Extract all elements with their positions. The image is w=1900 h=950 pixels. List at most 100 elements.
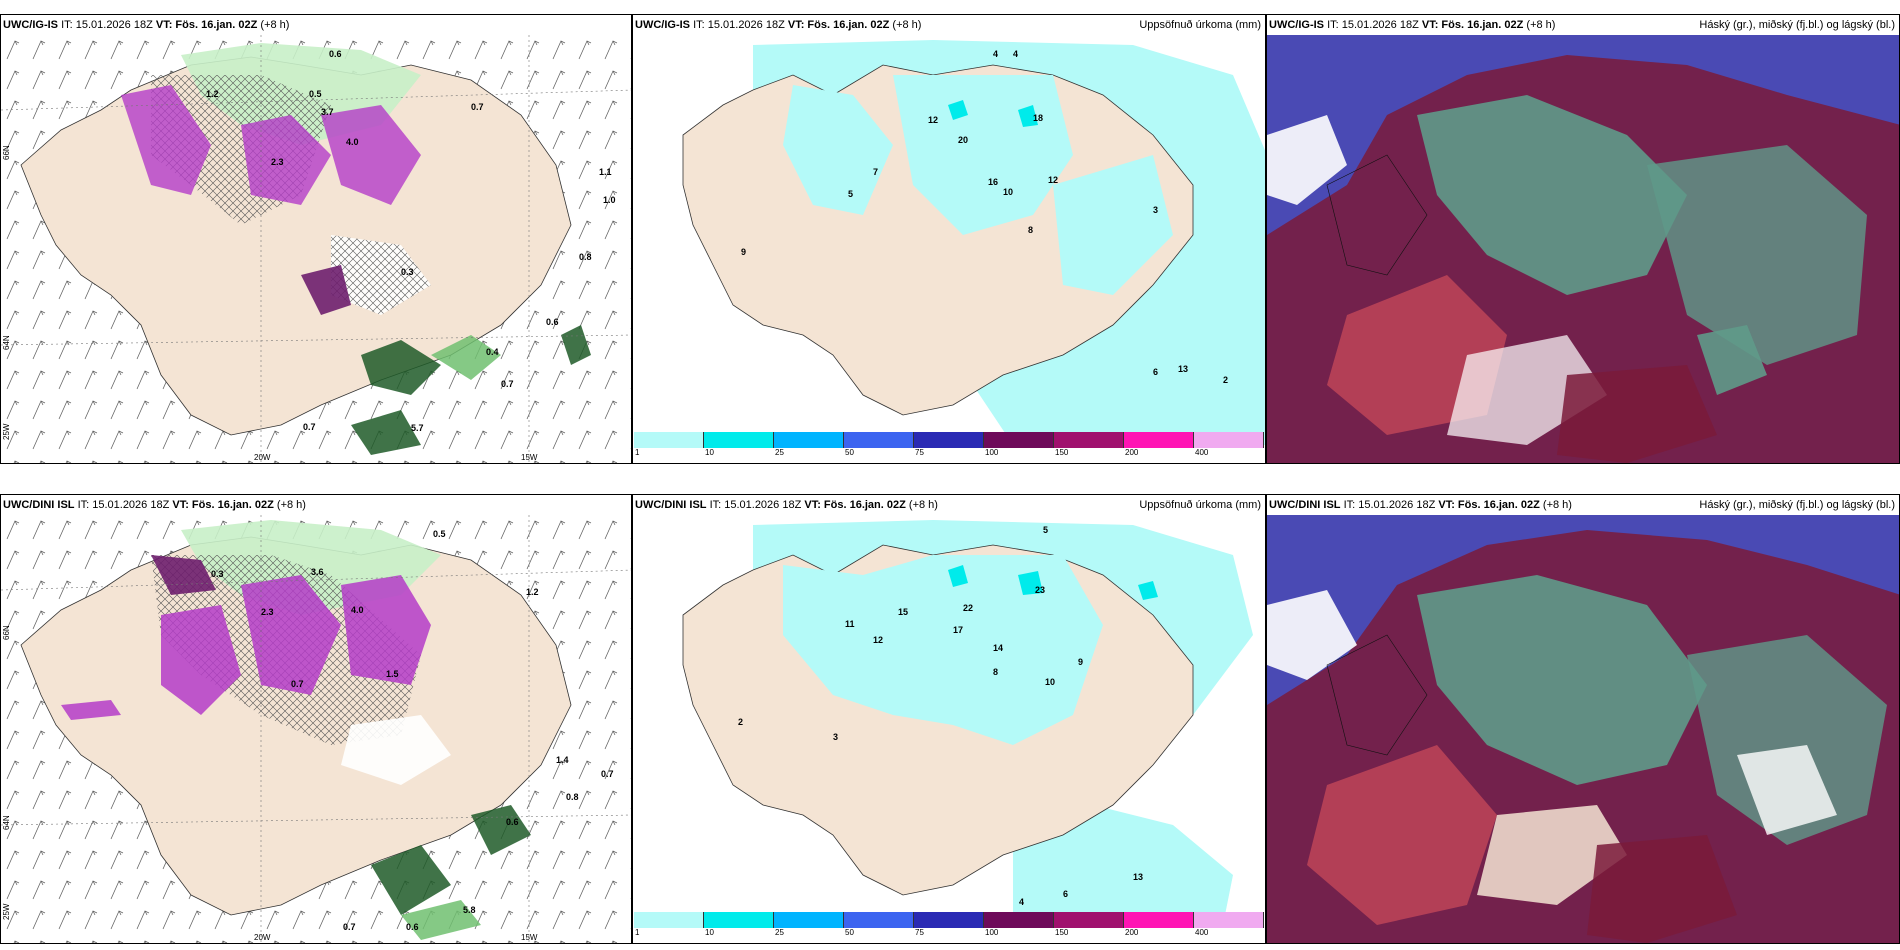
value-label: 10 <box>1003 187 1013 197</box>
map-title: Uppsöfnuð úrkoma (mm) <box>1139 19 1261 31</box>
precip-colorbar: 1 10 25 50 75 100 150 200 400 <box>634 432 1264 457</box>
value-label: 2.3 <box>261 607 274 617</box>
colorbar-tick: 100 <box>985 928 999 937</box>
accumulated-precip-map: 5 23 22 15 17 14 12 11 10 9 8 13 6 4 3 2 <box>682 520 1253 925</box>
model-name: UWC/IG-IS <box>1269 19 1324 31</box>
cloud-cover-map <box>1267 35 1899 463</box>
value-label: 2.3 <box>271 157 284 167</box>
value-label: 3.6 <box>311 567 324 577</box>
value-label: 0.5 <box>433 529 446 539</box>
colorbar-segment: 10 <box>704 912 774 937</box>
value-label: 18 <box>1033 113 1043 123</box>
colorbar-tick: 200 <box>1125 928 1139 937</box>
value-label: 12 <box>873 635 883 645</box>
lat-label: 25W <box>2 423 11 440</box>
valid-time: VT: Fös. 16.jan. 02Z <box>787 19 890 31</box>
value-label: 6 <box>1153 367 1158 377</box>
colorbar-segment: 200 <box>1124 912 1194 937</box>
panel-header: UWC/IG-IS IT: 15.01.2026 18Z VT: Fös. 16… <box>635 17 1261 33</box>
lat-label: 66N <box>2 625 11 640</box>
colorbar-tick: 75 <box>915 448 924 457</box>
lead-time: (+8 h) <box>1526 19 1556 31</box>
value-label: 0.4 <box>486 347 499 357</box>
lon-label: 15W <box>521 933 538 942</box>
value-label: 22 <box>963 603 973 613</box>
colorbar-segment: 50 <box>844 432 914 457</box>
model-name: UWC/IG-IS <box>3 19 58 31</box>
value-label: 9 <box>1078 657 1083 667</box>
panel-header: UWC/DINI ISL IT: 15.01.2026 18Z VT: Fös.… <box>3 497 627 513</box>
colorbar-segment: 75 <box>914 912 984 937</box>
colorbar-tick: 25 <box>775 448 784 457</box>
lead-time: (+8 h) <box>1542 499 1572 511</box>
valid-time: VT: Fös. 16.jan. 02Z <box>1438 499 1540 511</box>
value-label: 2 <box>1223 375 1228 385</box>
panel-header: UWC/IG-IS IT: 15.01.2026 18Z VT: Fös. 16… <box>1269 17 1895 33</box>
value-label: 4 <box>993 49 998 59</box>
lon-label: 20W <box>254 453 271 462</box>
colorbar-segment: 50 <box>844 912 914 937</box>
colorbar-tick: 150 <box>1055 448 1069 457</box>
lat-label: 64N <box>2 815 11 830</box>
init-time: IT: 15.01.2026 18Z <box>61 19 153 31</box>
value-label: 10 <box>1045 677 1055 687</box>
colorbar-tick: 150 <box>1055 928 1069 937</box>
lead-time: (+8 h) <box>276 499 306 511</box>
valid-time: VT: Fös. 16.jan. 02Z <box>155 19 258 31</box>
cloud-cover-map <box>1267 515 1899 943</box>
model-name: UWC/DINI ISL <box>3 499 75 511</box>
value-label: 5 <box>1043 525 1048 535</box>
value-label: 17 <box>953 625 963 635</box>
colorbar-tick: 25 <box>775 928 784 937</box>
value-label: 3 <box>1153 205 1158 215</box>
map-panel-top-left: UWC/IG-IS IT: 15.01.2026 18Z VT: Fös. 16… <box>0 14 632 464</box>
colorbar-tick: 10 <box>705 448 714 457</box>
lon-label: 20W <box>254 933 271 942</box>
value-label: 0.3 <box>211 569 224 579</box>
colorbar-segment: 25 <box>774 432 844 457</box>
lat-label: 25W <box>2 903 11 920</box>
colorbar-segment: 10 <box>704 432 774 457</box>
precip-colorbar: 1 10 25 50 75 100 150 200 400 <box>634 912 1264 937</box>
map-title: Háský (gr.), miðský (fj.bl.) og lágský (… <box>1699 19 1895 31</box>
value-label: 13 <box>1133 872 1143 882</box>
value-label: 5.8 <box>463 905 476 915</box>
value-label: 15 <box>898 607 908 617</box>
colorbar-tick: 50 <box>845 928 854 937</box>
value-label: 0.7 <box>601 769 614 779</box>
accumulated-precip-map: 4 4 12 20 18 16 12 10 8 7 5 3 2 6 13 9 <box>682 40 1265 445</box>
colorbar-tick: 400 <box>1195 448 1209 457</box>
value-label: 3 <box>833 732 838 742</box>
value-label: 4.0 <box>351 605 364 615</box>
init-time: IT: 15.01.2026 18Z <box>709 499 802 511</box>
valid-time: VT: Fös. 16.jan. 02Z <box>804 499 906 511</box>
value-label: 0.7 <box>303 422 316 432</box>
value-label: 1.2 <box>206 89 219 99</box>
precip-type-map: 20W 15W 66N 64N 25W 0.6 0.5 1.2 3.7 4.0 … <box>1 35 631 463</box>
value-label: 9 <box>741 247 746 257</box>
colorbar-tick: 10 <box>705 928 714 937</box>
value-label: 4 <box>1013 49 1018 59</box>
value-label: 1.2 <box>526 587 539 597</box>
value-label: 13 <box>1178 364 1188 374</box>
colorbar-segment: 1 <box>634 912 704 937</box>
value-label: 0.7 <box>343 922 356 932</box>
lon-label: 15W <box>521 453 538 462</box>
value-label: 0.6 <box>406 922 419 932</box>
init-time: IT: 15.01.2026 18Z <box>1343 499 1436 511</box>
valid-time: VT: Fös. 16.jan. 02Z <box>172 499 274 511</box>
value-label: 5.7 <box>411 423 424 433</box>
model-name: UWC/DINI ISL <box>1269 499 1341 511</box>
panel-header: UWC/DINI ISL IT: 15.01.2026 18Z VT: Fös.… <box>635 497 1261 513</box>
model-name: UWC/IG-IS <box>635 19 690 31</box>
value-label: 1.5 <box>386 669 399 679</box>
value-label: 1.0 <box>603 195 616 205</box>
colorbar-segment: 75 <box>914 432 984 457</box>
value-label: 0.5 <box>309 89 322 99</box>
panel-header: UWC/IG-IS IT: 15.01.2026 18Z VT: Fös. 16… <box>3 17 627 33</box>
value-label: 4 <box>1019 897 1024 907</box>
lead-time: (+8 h) <box>892 19 922 31</box>
value-label: 11 <box>845 619 855 629</box>
value-label: 0.6 <box>546 317 559 327</box>
map-title: Háský (gr.), miðský (fj.bl.) og lágský (… <box>1699 499 1895 511</box>
